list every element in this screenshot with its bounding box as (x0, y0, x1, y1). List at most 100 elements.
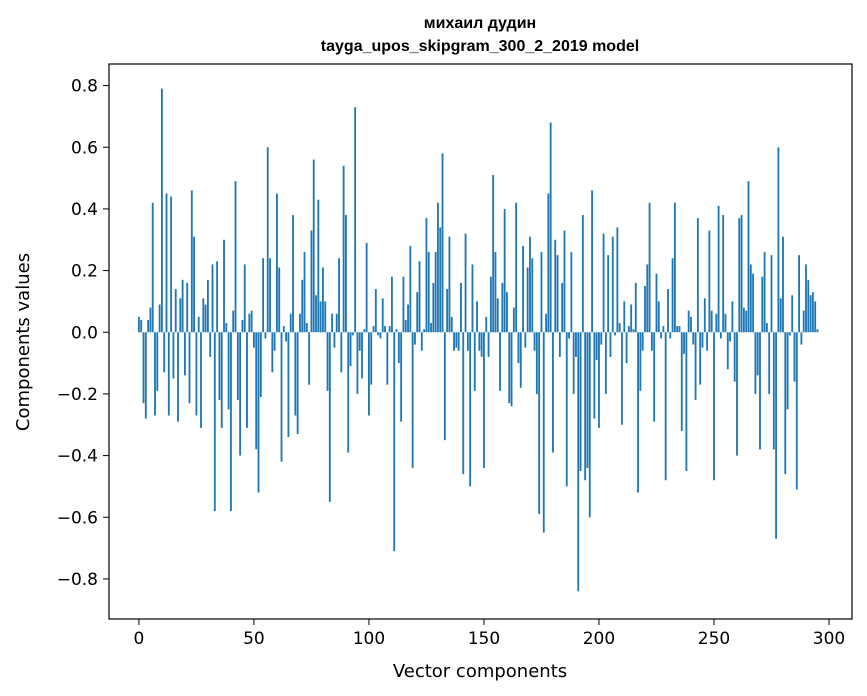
bar (149, 307, 152, 333)
bar (489, 276, 492, 333)
bar (683, 332, 685, 354)
bar (632, 329, 635, 333)
bar (501, 282, 504, 333)
bar (402, 276, 405, 333)
bar (529, 236, 531, 333)
bar (575, 332, 577, 357)
bar (604, 332, 607, 394)
bar (160, 88, 163, 333)
bar (439, 227, 442, 333)
bar (434, 252, 437, 333)
bar (749, 264, 752, 333)
bar (326, 332, 329, 391)
bar (805, 264, 807, 333)
bar (515, 202, 518, 333)
bar (395, 329, 398, 333)
bar (209, 332, 212, 357)
bar (499, 332, 501, 391)
bar (319, 301, 322, 333)
bar (151, 202, 154, 333)
bar (400, 332, 403, 422)
bar (531, 258, 534, 333)
bar (466, 332, 469, 351)
y-tick-label: 0.4 (71, 200, 98, 220)
bar (678, 326, 681, 333)
bar (446, 289, 449, 333)
bar (485, 316, 488, 333)
bar (726, 332, 729, 370)
bar (262, 258, 265, 333)
bar (671, 258, 674, 333)
bar (204, 304, 207, 333)
bar (644, 286, 646, 333)
bar (722, 215, 725, 333)
bar (733, 332, 736, 382)
bar (752, 273, 755, 333)
bar (462, 332, 465, 475)
bar (607, 255, 610, 333)
bar (427, 252, 430, 333)
bar (786, 332, 789, 410)
bar (625, 332, 628, 364)
y-tick-label: −0.6 (57, 508, 98, 528)
bar (765, 323, 768, 333)
bar (305, 323, 308, 333)
bar (614, 332, 616, 336)
bar (227, 332, 230, 410)
bar (333, 332, 336, 348)
bar (356, 332, 359, 394)
bar (174, 289, 177, 333)
bar (508, 332, 511, 404)
bar (381, 298, 384, 333)
bar (768, 332, 771, 394)
bar (793, 332, 796, 382)
bar (202, 298, 205, 333)
bar (278, 267, 281, 333)
bar (538, 332, 541, 515)
bar (609, 332, 612, 357)
bar (802, 310, 805, 333)
bar (255, 332, 258, 450)
bar (448, 236, 451, 333)
bar (163, 332, 166, 373)
bar (365, 242, 368, 333)
bar (347, 332, 350, 453)
bar (349, 332, 352, 367)
bar (687, 310, 690, 333)
bar (740, 215, 743, 333)
bar (487, 332, 490, 357)
bar (754, 332, 757, 394)
bar (715, 313, 718, 333)
bar (775, 332, 778, 539)
bar (535, 332, 538, 394)
bar (584, 332, 587, 481)
bar (165, 193, 168, 333)
bar (713, 332, 715, 481)
bar (795, 332, 798, 490)
bar (694, 332, 697, 401)
bar (547, 193, 550, 333)
bar (276, 193, 278, 333)
x-tick-label: 300 (813, 629, 845, 649)
bar (685, 332, 688, 471)
bar (476, 301, 478, 333)
bar (363, 329, 366, 333)
bar (147, 319, 150, 333)
bar (565, 332, 568, 487)
bar (517, 332, 520, 364)
bar (756, 332, 759, 376)
bar (158, 304, 161, 333)
bar (144, 332, 147, 419)
bar (699, 332, 702, 385)
bar (294, 332, 297, 416)
bar (664, 332, 667, 481)
bar (577, 332, 580, 592)
bar (611, 236, 614, 333)
bar (372, 326, 375, 333)
x-tick-label: 0 (133, 629, 144, 649)
x-tick-label: 50 (243, 629, 265, 649)
bar (600, 332, 603, 345)
bar (407, 304, 409, 333)
bar (388, 326, 391, 333)
bar (473, 332, 476, 391)
